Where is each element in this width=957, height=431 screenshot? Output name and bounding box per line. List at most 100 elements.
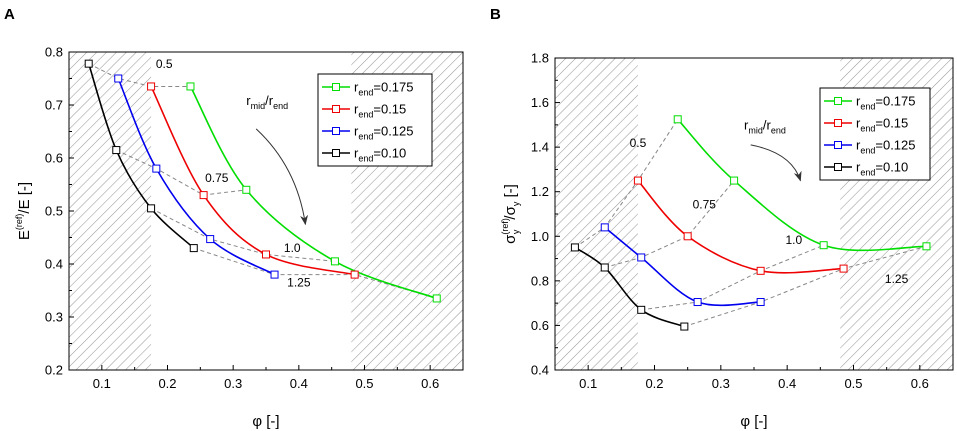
chart-panel-b: B 0.1 0.2 0.3 0.4 0.5 0.6 0.4 0.6 0.8 1.0 1.2 1.4 1.…: [490, 6, 954, 430]
panel-b-legend-marker-2: [834, 141, 842, 149]
panel-b-y-tick-label: 0.8: [531, 273, 549, 288]
panel-a-plot-frame: [68, 51, 464, 371]
panel-b-series-line-3: [574, 246, 685, 328]
panel-b-y-tick-label: 1.6: [531, 95, 549, 110]
panel-a-connector-label: 1.0: [284, 241, 301, 255]
panel-b-data-point: [730, 176, 739, 185]
panel-a-connector-label: 0.75: [205, 171, 229, 185]
panel-a-data-point: [206, 235, 215, 244]
panel-b-legend-marker-0: [834, 97, 842, 105]
x-axis-label-b: φ [-]: [740, 413, 767, 430]
panel-a-data-point: [147, 82, 156, 91]
panel-a-x-tick-label: 0.2: [158, 376, 176, 391]
y-axis-label-b: σ(ref)y/σy [-]: [500, 184, 521, 244]
panel-b-connector-0.5: [574, 119, 679, 248]
panel-a-legend-marker-0: [332, 83, 340, 91]
panel-a-legend-marker-1: [332, 105, 340, 113]
panel-a-legend-label-2: rend=0.125: [354, 124, 414, 142]
panel-b-connector-0.75: [604, 180, 735, 268]
panel-a-series-line-1: [150, 86, 355, 276]
panel-b-data-point: [680, 322, 689, 331]
panel-b-data-point: [756, 266, 765, 275]
panel-a-data-point: [152, 164, 161, 173]
panel-b-data-point: [819, 241, 828, 250]
panel-b-ratio-label: rmid/rend: [744, 117, 786, 135]
panel-b-x-tick-label: 0.6: [911, 376, 929, 391]
panel-b-connector-label: 1.0: [785, 233, 802, 247]
panel-a-x-tick-label: 0.1: [93, 376, 111, 391]
panel-a-x-tick-label: 0.6: [421, 376, 439, 391]
panel-b-data-point: [683, 232, 692, 241]
panel-b-data-point: [633, 176, 642, 185]
panel-b-data-point: [637, 253, 646, 262]
panel-a-connector-0.5: [88, 63, 191, 87]
panel-b-y-tick-label: 1.2: [531, 184, 549, 199]
panel-a-connector-label: 0.5: [156, 57, 173, 71]
panel-b-x-tick-label: 0.4: [778, 376, 796, 391]
panel-a-x-tick-label: 0.3: [224, 376, 242, 391]
panel-a-data-point: [262, 250, 270, 259]
panel-b-legend-label-1: rend=0.15: [856, 116, 908, 134]
panel-a-connector-1.25: [193, 247, 437, 299]
panel-a-y-tick-label: 0.3: [45, 310, 63, 325]
panel-b-data-point: [637, 305, 646, 314]
panel-b-y-tick-label: 1.8: [531, 51, 549, 66]
panel-a-shaded-region-0: [69, 52, 152, 370]
panel-a-legend-label-0: rend=0.175: [354, 80, 414, 98]
panel-b-connector-1.0: [641, 244, 824, 311]
panel-a-series-line-0: [189, 86, 438, 300]
panel-a-connector-label: 1.25: [287, 275, 311, 289]
panel-b-series-line-1: [637, 180, 844, 274]
panel-a-y-tick-label: 0.5: [45, 204, 63, 219]
panel-b-data-point: [570, 243, 579, 252]
panel-a-data-point: [84, 59, 93, 68]
panel-b-legend-marker-3: [834, 163, 842, 171]
panel-b-series-line-2: [604, 226, 761, 307]
x-axis-label-a: φ [-]: [252, 413, 279, 430]
panel-a-data-point: [114, 74, 123, 83]
panel-b-shaded-region-0: [555, 58, 638, 370]
panel-b-data-point: [839, 264, 848, 273]
panel-a-series-line-2: [117, 78, 275, 276]
chart-panel-a: A 0.1 0.2 0.3 0.4 0.5 0.6 0.2 0.3 0.4 0.5 0.6 0.7 0.…: [4, 6, 464, 430]
panel-b-x-tick-label: 0.5: [844, 376, 862, 391]
panel-b-y-tick-label: 1.4: [531, 140, 549, 155]
panel-a-y-tick-label: 0.6: [45, 151, 63, 166]
panel-b-data-point: [693, 298, 702, 307]
panel-a-trend-arrow: [255, 128, 309, 226]
panel-a-x-tick-label: 0.4: [290, 376, 308, 391]
panel-b-data-point: [673, 115, 682, 124]
panel-a-data-point: [112, 146, 121, 155]
panel-a-legend-marker-3: [332, 149, 340, 157]
panel-a-data-point: [330, 257, 339, 266]
panel-a-data-point: [432, 294, 441, 303]
panel-b-x-tick-label: 0.1: [579, 376, 597, 391]
panel-a-data-point: [242, 185, 251, 194]
panel-a-y-tick-label: 0.4: [45, 257, 63, 272]
panel-b-data-point: [922, 242, 931, 251]
panel-b-plot-frame: [554, 57, 954, 371]
panel-a-legend-label-3: rend=0.10: [354, 146, 406, 164]
panel-a-data-point: [270, 270, 279, 279]
panel-a-legend-label-1: rend=0.15: [354, 102, 406, 120]
panel-a-data-point: [186, 82, 195, 91]
panel-b-connector-label: 1.25: [885, 272, 909, 286]
panel-label-a: A: [4, 6, 15, 23]
panel-a-data-point: [189, 244, 198, 253]
panel-label-b: B: [490, 6, 501, 23]
panel-b-connector-label: 0.5: [630, 136, 647, 150]
panel-b-connector-1.25: [684, 245, 927, 328]
panel-a-series-line-3: [87, 63, 195, 249]
panel-a-x-tick-label: 0.5: [355, 376, 373, 391]
panel-a-connector-0.75: [116, 149, 247, 196]
panel-b-connector-label: 0.75: [693, 197, 717, 211]
panel-b-data-point: [600, 263, 609, 272]
panel-b-data-point: [600, 223, 609, 232]
panel-b-y-tick-label: 0.4: [531, 363, 549, 378]
y-axis-label-a: E(ref)/E [-]: [14, 182, 33, 240]
panel-b-legend-label-3: rend=0.10: [856, 160, 908, 178]
panel-b-x-tick-label: 0.3: [712, 376, 730, 391]
panel-b-legend-label-2: rend=0.125: [856, 138, 916, 156]
panel-b-legend-marker-1: [834, 119, 842, 127]
